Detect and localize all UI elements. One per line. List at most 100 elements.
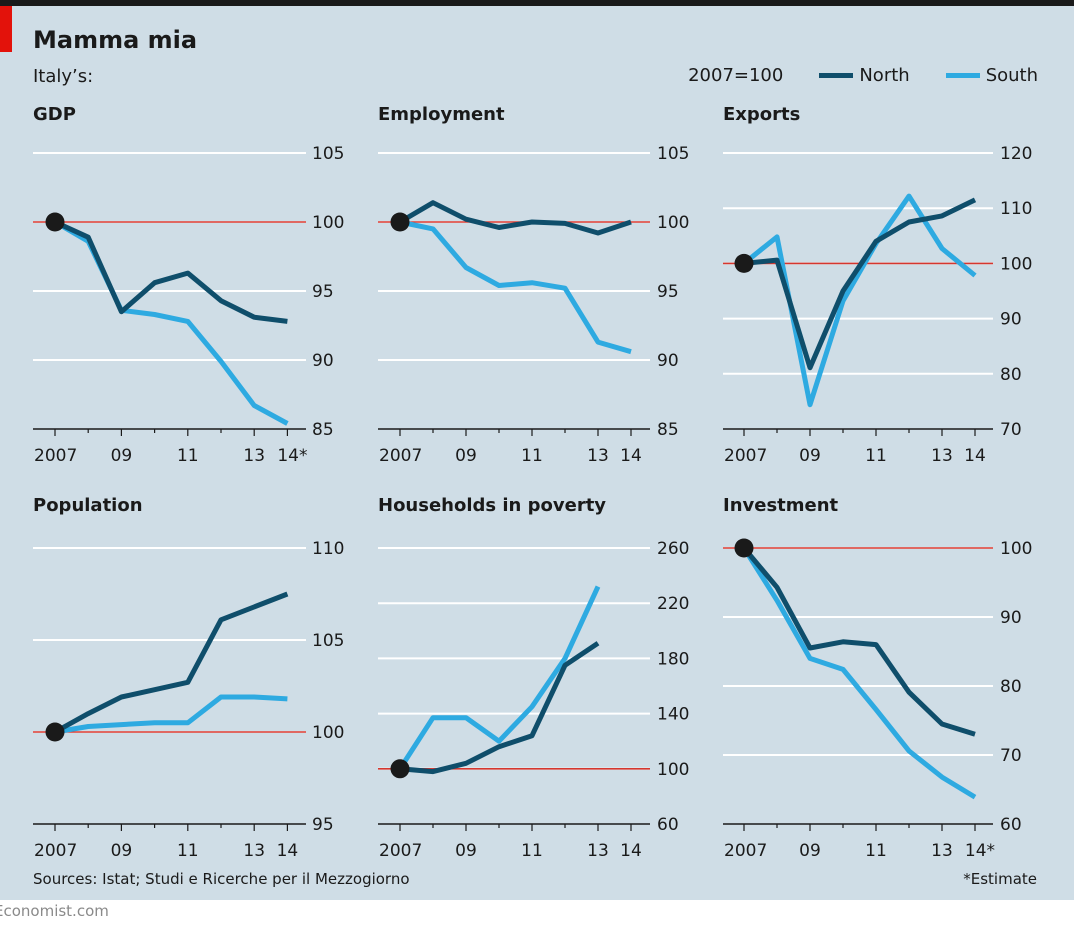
y-tick-label: 100	[1000, 539, 1032, 559]
legend-label-north: North	[859, 65, 910, 86]
base-year-marker	[734, 253, 754, 273]
y-tick-label: 85	[657, 420, 679, 440]
y-tick-label: 180	[657, 649, 689, 669]
x-tick-label: 11	[865, 841, 887, 861]
top-border	[0, 0, 1074, 6]
series-line-south	[742, 193, 977, 408]
y-tick-label: 140	[657, 705, 689, 725]
x-tick-label: 09	[455, 446, 477, 466]
x-tick-label: 13	[587, 446, 609, 466]
series-line-south	[54, 694, 288, 735]
y-tick-label: 100	[657, 213, 689, 233]
x-tick-label: 2007	[724, 446, 767, 466]
y-tick-label: 105	[657, 144, 689, 164]
x-tick-label: 11	[521, 446, 543, 466]
x-tick-label: 2007	[34, 446, 77, 466]
y-tick-label: 105	[312, 631, 344, 651]
y-tick-label: 90	[1000, 608, 1022, 628]
x-tick-label: 13	[243, 841, 265, 861]
legend-item-south: South	[945, 65, 1038, 86]
y-tick-label: 85	[312, 420, 334, 440]
base-year-marker	[45, 722, 65, 742]
red-tag	[0, 6, 12, 52]
series-line-south	[397, 585, 601, 771]
legend-swatch-north	[819, 73, 854, 78]
series-line-north	[743, 197, 977, 371]
base-year-marker	[45, 212, 65, 232]
legend: 2007=100 North South	[688, 65, 1038, 86]
series-line-north	[398, 200, 632, 236]
chart-title: Mamma mia	[33, 26, 198, 54]
y-tick-label: 95	[657, 282, 679, 302]
y-tick-label: 90	[312, 351, 334, 371]
x-tick-label: 13	[243, 446, 265, 466]
legend-item-north: North	[819, 65, 910, 86]
x-tick-label: 09	[111, 841, 133, 861]
panel-title: Households in poverty	[378, 495, 606, 516]
base-year-marker	[390, 759, 410, 779]
y-tick-label: 60	[657, 815, 679, 835]
panel-title: Employment	[378, 104, 505, 125]
y-tick-label: 90	[1000, 310, 1022, 330]
x-tick-label: 11	[865, 446, 887, 466]
y-tick-label: 100	[312, 213, 344, 233]
panel-title: Exports	[723, 104, 800, 125]
x-tick-label: 2007	[724, 841, 767, 861]
y-tick-label: 260	[657, 539, 689, 559]
series-line-south	[53, 219, 289, 426]
x-tick-label: 13	[931, 446, 953, 466]
x-tick-label: 14	[964, 446, 986, 466]
legend-swatch-south	[945, 73, 980, 78]
x-tick-label: 13	[931, 841, 953, 861]
panel-title: Population	[33, 495, 143, 516]
source-note: Sources: Istat; Studi e Ricerche per il …	[33, 870, 410, 888]
chart-subtitle: Italy’s:	[33, 66, 94, 87]
y-tick-label: 60	[1000, 815, 1022, 835]
x-tick-label: 14	[277, 841, 299, 861]
x-tick-label: 13	[587, 841, 609, 861]
estimate-footnote: *Estimate	[963, 870, 1037, 888]
series-line-north	[53, 219, 288, 324]
y-tick-label: 95	[312, 815, 334, 835]
base-year-marker	[390, 212, 410, 232]
y-tick-label: 110	[1000, 199, 1032, 219]
x-tick-label: 09	[799, 446, 821, 466]
x-tick-label: 2007	[34, 841, 77, 861]
base-note: 2007=100	[688, 65, 784, 86]
x-tick-label: 14*	[277, 446, 307, 466]
panel-title: Investment	[723, 495, 839, 516]
y-tick-label: 220	[657, 594, 689, 614]
y-tick-label: 80	[1000, 365, 1022, 385]
y-tick-label: 90	[657, 351, 679, 371]
brand-mark: Economist.com	[0, 902, 109, 920]
x-tick-label: 11	[521, 841, 543, 861]
y-tick-label: 95	[312, 282, 334, 302]
y-tick-label: 100	[657, 760, 689, 780]
x-tick-label: 14*	[965, 841, 995, 861]
base-year-marker	[734, 538, 754, 558]
y-tick-label: 80	[1000, 677, 1022, 697]
y-tick-label: 70	[1000, 746, 1022, 766]
series-line-north	[53, 591, 289, 735]
series-line-south	[399, 219, 632, 355]
legend-label-south: South	[985, 65, 1038, 86]
x-tick-label: 11	[177, 446, 199, 466]
x-tick-label: 14	[620, 841, 642, 861]
series-line-north	[742, 546, 976, 737]
series-line-north	[399, 641, 600, 775]
y-tick-label: 70	[1000, 420, 1022, 440]
x-tick-label: 14	[620, 446, 642, 466]
y-tick-label: 105	[312, 144, 344, 164]
x-tick-label: 09	[111, 446, 133, 466]
x-tick-label: 09	[455, 841, 477, 861]
x-tick-label: 2007	[379, 841, 422, 861]
x-tick-label: 2007	[379, 446, 422, 466]
y-tick-label: 100	[1000, 254, 1032, 274]
series-line-south	[741, 546, 977, 800]
x-tick-label: 11	[177, 841, 199, 861]
y-tick-label: 100	[312, 723, 344, 743]
chart-panel	[0, 6, 1074, 900]
y-tick-label: 120	[1000, 144, 1032, 164]
y-tick-label: 110	[312, 539, 344, 559]
